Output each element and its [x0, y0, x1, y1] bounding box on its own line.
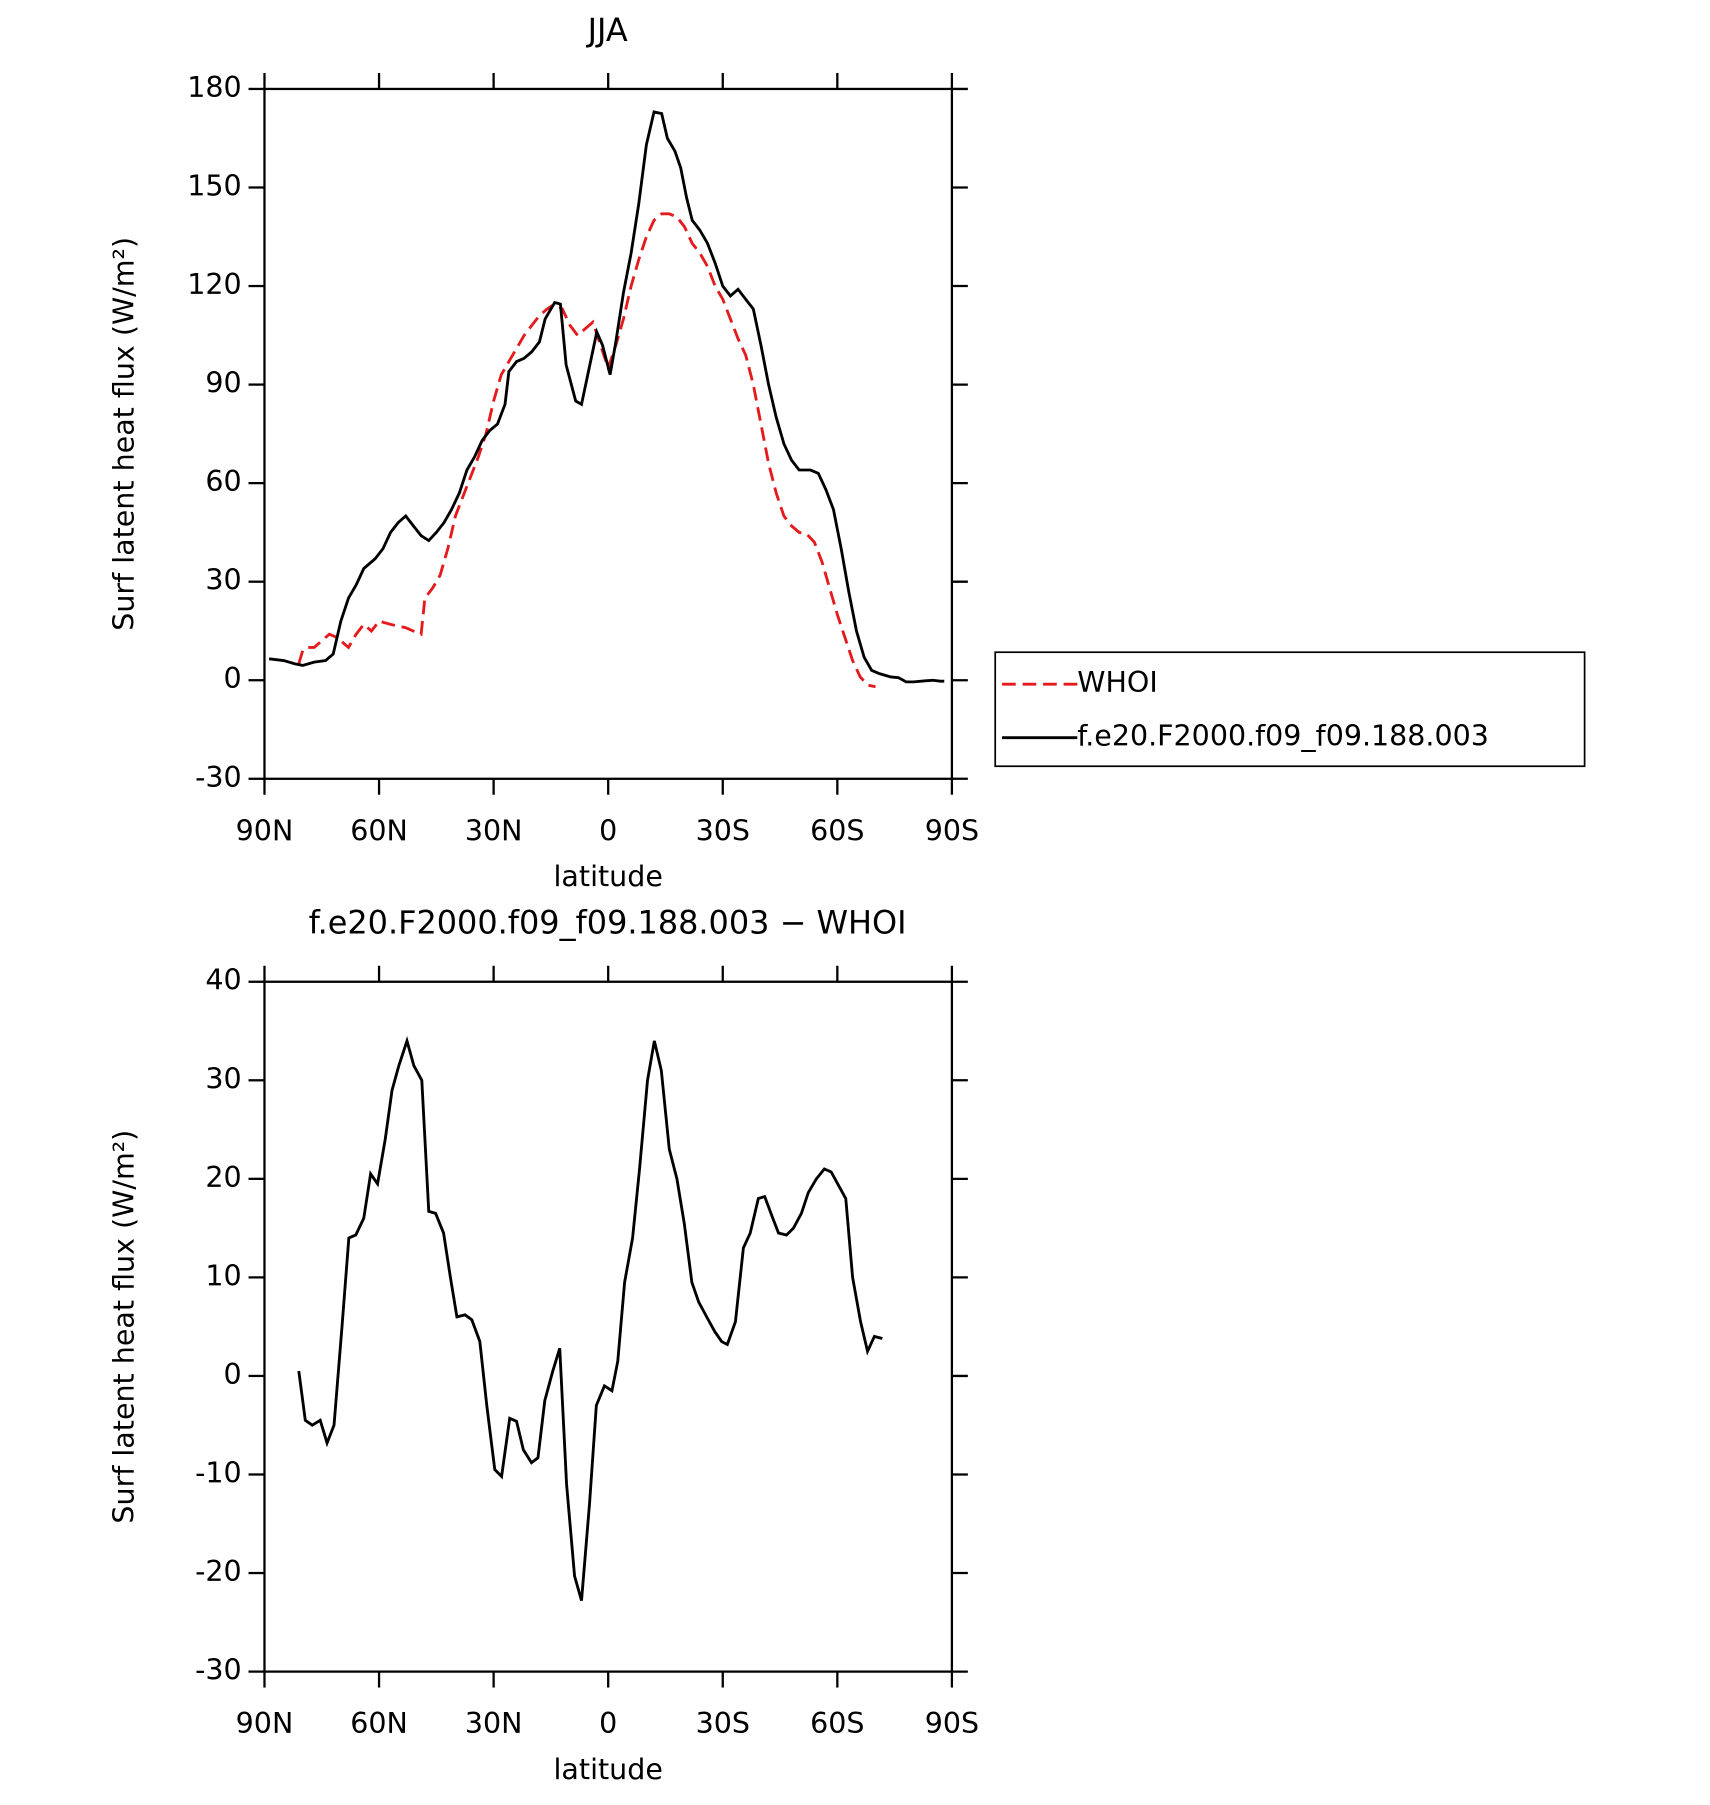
chart-title: f.e20.F2000.f09_f09.188.003 − WHOI	[309, 904, 907, 942]
legend-label: f.e20.F2000.f09_f09.188.003	[1077, 720, 1489, 753]
x-tick-label: 30N	[465, 814, 523, 847]
y-tick-label: 90	[205, 367, 241, 400]
y-tick-label: 30	[205, 564, 241, 597]
y-tick-label: 20	[205, 1161, 241, 1194]
legend-box	[994, 651, 1586, 768]
y-tick-label: 0	[224, 1358, 242, 1391]
x-tick-label: 60S	[810, 1707, 864, 1740]
x-tick-label: 90N	[236, 814, 294, 847]
x-tick-label: 0	[599, 1707, 617, 1740]
legend-label: WHOI	[1077, 666, 1157, 699]
y-tick-label: 60	[205, 465, 241, 498]
y-tick-label: -30	[195, 1654, 242, 1687]
y-tick-label: -10	[195, 1456, 242, 1489]
x-axis-label: latitude	[554, 1753, 663, 1786]
y-tick-label: -20	[195, 1555, 242, 1588]
y-tick-label: 120	[187, 268, 241, 301]
y-tick-label: 0	[224, 662, 242, 695]
x-tick-label: 0	[599, 814, 617, 847]
y-tick-label: -30	[195, 761, 242, 794]
data-line	[297, 1036, 883, 1602]
x-tick-label: 30S	[696, 814, 750, 847]
data-line	[297, 212, 876, 689]
x-tick-label: 30N	[465, 1707, 523, 1740]
y-axis-label: Surf latent heat flux (W/m²)	[107, 1130, 140, 1524]
plot-frame	[263, 87, 954, 780]
y-tick-label: 30	[205, 1062, 241, 1095]
x-tick-label: 30S	[696, 1707, 750, 1740]
y-tick-label: 150	[187, 169, 241, 202]
x-tick-label: 90S	[925, 814, 979, 847]
x-tick-label: 60N	[350, 1707, 408, 1740]
plot-frame	[263, 980, 954, 1673]
x-axis-label: latitude	[554, 860, 663, 893]
data-line	[268, 110, 945, 684]
x-tick-label: 90S	[925, 1707, 979, 1740]
y-axis-label: Surf latent heat flux (W/m²)	[107, 237, 140, 631]
y-tick-label: 10	[205, 1259, 241, 1292]
x-tick-label: 90N	[236, 1707, 294, 1740]
x-tick-label: 60S	[810, 814, 864, 847]
x-tick-label: 60N	[350, 814, 408, 847]
chart-title: JJA	[586, 11, 628, 49]
y-tick-label: 180	[187, 71, 241, 104]
y-tick-label: 40	[205, 964, 241, 997]
